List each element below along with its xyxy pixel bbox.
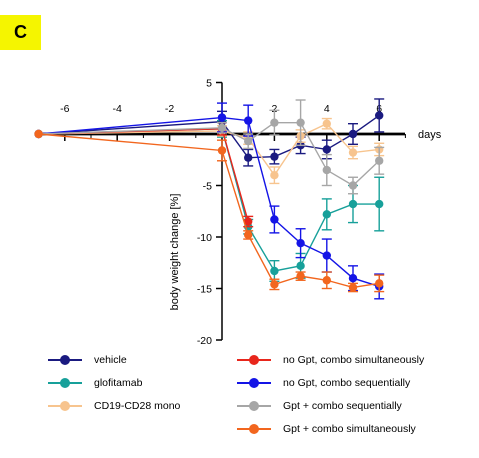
x-tick-label: -2	[165, 103, 174, 115]
data-point	[270, 171, 279, 180]
series-line	[38, 114, 380, 159]
data-point	[270, 266, 279, 276]
series-line	[38, 121, 380, 187]
y-tick-label: -15	[197, 284, 212, 296]
series-6	[34, 129, 385, 293]
data-point	[270, 118, 279, 127]
data-point	[348, 199, 358, 209]
series-line	[38, 116, 380, 288]
data-point	[348, 283, 358, 292]
data-point	[244, 116, 253, 125]
data-point	[244, 230, 253, 240]
data-point	[322, 119, 331, 128]
series-line	[38, 133, 380, 289]
panel-label: C	[0, 15, 41, 50]
x-tick-label: 2	[271, 103, 277, 115]
data-point	[375, 199, 384, 209]
series-3	[34, 121, 254, 228]
data-point	[217, 123, 227, 133]
data-point	[34, 129, 43, 139]
data-point	[296, 261, 305, 271]
x-tick-label: -4	[113, 103, 122, 115]
y-tick-label: -20	[197, 335, 212, 347]
series-1	[34, 119, 385, 282]
data-point	[322, 210, 331, 219]
x-axis-label: days	[418, 129, 442, 141]
data-point	[375, 111, 384, 120]
data-point	[244, 217, 253, 226]
y-tick-label: 5	[206, 78, 212, 90]
data-point	[348, 148, 358, 157]
data-point	[244, 137, 253, 146]
data-point	[375, 279, 384, 288]
data-point	[322, 251, 331, 260]
x-tick-label: 4	[324, 103, 330, 115]
data-point	[296, 271, 305, 281]
data-point	[296, 118, 305, 127]
chart-series	[34, 98, 385, 300]
data-point	[322, 165, 331, 175]
data-point	[217, 113, 227, 122]
data-point	[296, 238, 305, 248]
y-tick-label: -5	[203, 181, 212, 193]
data-point	[270, 280, 279, 289]
data-point	[244, 153, 253, 162]
y-tick-label: -10	[197, 232, 212, 244]
data-point	[348, 274, 358, 283]
y-axis-label: body weight change [%]	[169, 194, 181, 311]
data-point	[217, 146, 227, 155]
data-point	[270, 152, 279, 161]
data-point	[348, 181, 358, 190]
data-point	[322, 145, 331, 154]
data-point	[322, 276, 331, 285]
data-point	[270, 215, 279, 224]
data-point	[348, 129, 358, 139]
x-tick-label: -6	[60, 103, 69, 115]
data-point	[375, 156, 384, 165]
